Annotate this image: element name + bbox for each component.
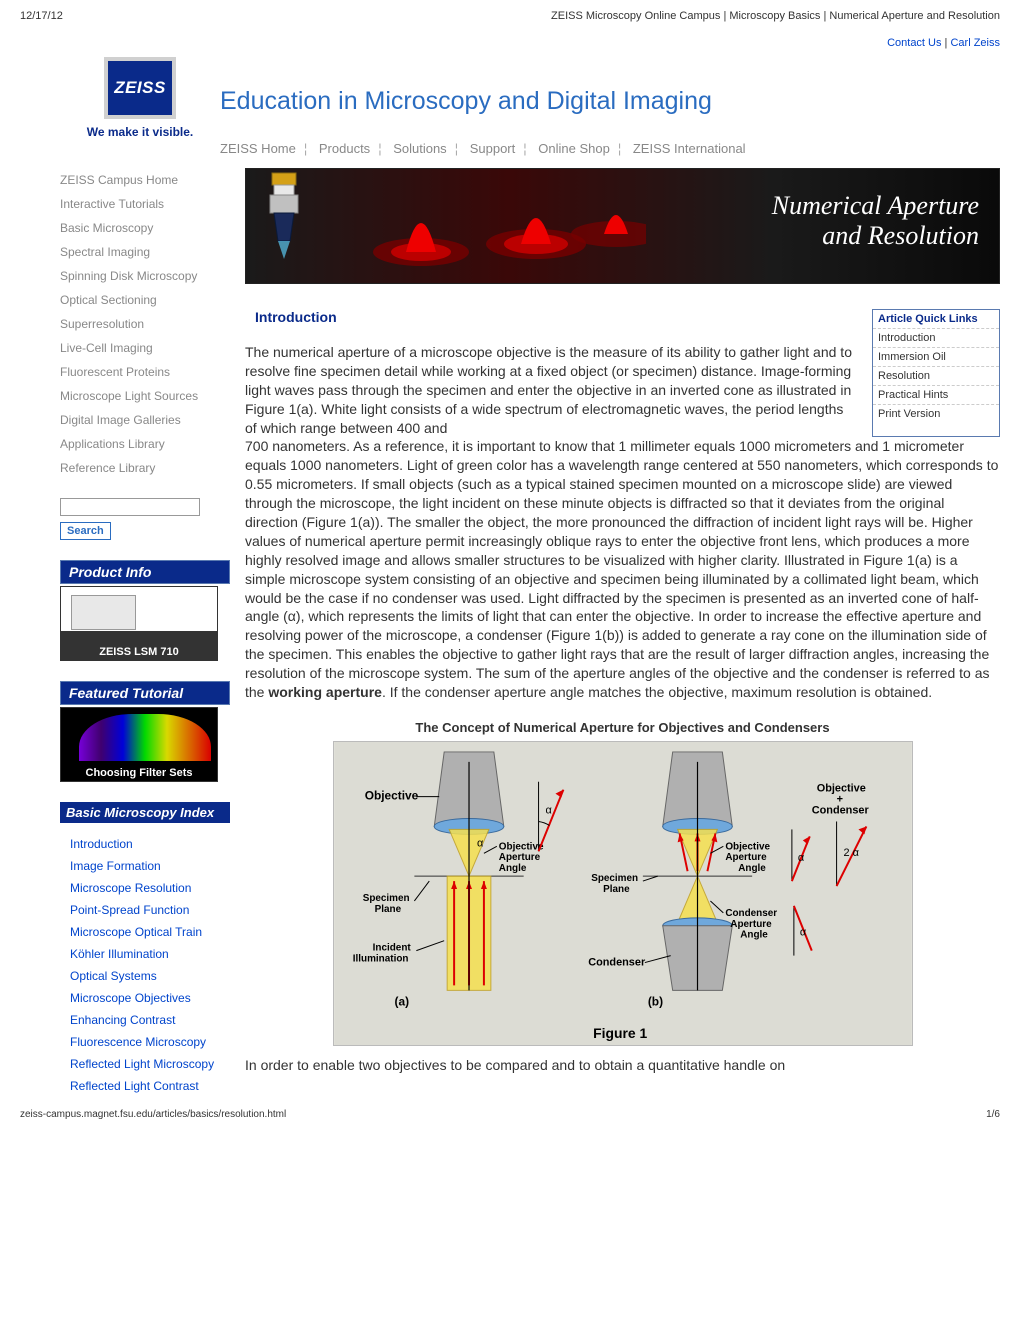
content-area: Numerical Aperture and Resolution Introd… <box>230 168 1000 1097</box>
index-item[interactable]: Reflected Light Contrast <box>70 1075 230 1097</box>
svg-text:α: α <box>799 927 805 939</box>
product-info-image[interactable]: ZEISS LSM 710 <box>60 586 218 661</box>
sidebar-item[interactable]: Optical Sectioning <box>60 288 230 312</box>
index-item[interactable]: Point-Spread Function <box>70 899 230 921</box>
banner-objective-icon <box>264 171 304 261</box>
svg-text:Figure 1: Figure 1 <box>593 1025 647 1041</box>
product-info-header: Product Info <box>60 560 230 584</box>
featured-tutorial-image[interactable]: Choosing Filter Sets <box>60 707 218 782</box>
quick-link[interactable]: Resolution <box>878 370 930 382</box>
sidebar-item[interactable]: Basic Microscopy <box>60 216 230 240</box>
lsm-label: ZEISS LSM 710 <box>61 646 217 658</box>
quick-link[interactable]: Print Version <box>878 408 940 420</box>
article-paragraph: The numerical aperture of a microscope o… <box>245 343 857 437</box>
svg-text:Condenser: Condenser <box>588 956 646 968</box>
quick-links-header: Article Quick Links <box>873 310 999 329</box>
index-item[interactable]: Köhler Illumination <box>70 943 230 965</box>
index-item[interactable]: Microscope Objectives <box>70 987 230 1009</box>
sidebar-item[interactable]: Applications Library <box>60 432 230 456</box>
nav-solutions[interactable]: Solutions <box>393 141 446 156</box>
contact-us-link[interactable]: Contact Us <box>887 37 941 49</box>
sidebar: ZEISS Campus Home Interactive Tutorials … <box>60 168 230 1097</box>
nav-online-shop[interactable]: Online Shop <box>538 141 610 156</box>
main-nav: ZEISS Home¦ Products¦ Solutions¦ Support… <box>220 141 1000 156</box>
sidebar-item[interactable]: Spinning Disk Microscopy <box>60 264 230 288</box>
featured-tutorial-header: Featured Tutorial <box>60 681 230 705</box>
sidebar-item[interactable]: Live-Cell Imaging <box>60 336 230 360</box>
logo-slogan: We make it visible. <box>60 125 220 139</box>
sidebar-item[interactable]: Superresolution <box>60 312 230 336</box>
nav-international[interactable]: ZEISS International <box>633 141 746 156</box>
quick-link[interactable]: Introduction <box>878 332 935 344</box>
sidebar-item[interactable]: ZEISS Campus Home <box>60 168 230 192</box>
figure-title: The Concept of Numerical Aperture for Ob… <box>333 720 913 735</box>
sidebar-item[interactable]: Interactive Tutorials <box>60 192 230 216</box>
quick-link[interactable]: Immersion Oil <box>878 351 946 363</box>
svg-text:α: α <box>545 804 551 816</box>
figure-diagram: Objective α ObjectiveApertureAngle Speci… <box>333 741 913 1046</box>
sidebar-item[interactable]: Microscope Light Sources <box>60 384 230 408</box>
carl-zeiss-link[interactable]: Carl Zeiss <box>950 37 1000 49</box>
nav-products[interactable]: Products <box>319 141 370 156</box>
index-item[interactable]: Optical Systems <box>70 965 230 987</box>
banner-title-1: Numerical Aperture <box>772 191 979 221</box>
sidebar-item[interactable]: Fluorescent Proteins <box>60 360 230 384</box>
svg-text:Objective: Objective <box>364 789 418 803</box>
page-title: Education in Microscopy and Digital Imag… <box>220 87 1000 116</box>
banner-title-2: and Resolution <box>772 221 979 251</box>
nav-support[interactable]: Support <box>470 141 516 156</box>
quick-links-box: Article Quick Links Introduction Immersi… <box>872 309 1000 437</box>
nav-zeiss-home[interactable]: ZEISS Home <box>220 141 296 156</box>
index-item[interactable]: Enhancing Contrast <box>70 1009 230 1031</box>
index-item[interactable]: Image Formation <box>70 855 230 877</box>
footer-url: zeiss-campus.magnet.fsu.edu/articles/bas… <box>20 1109 286 1120</box>
search-button[interactable]: Search <box>60 522 111 540</box>
print-date: 12/17/12 <box>20 10 63 22</box>
search-input[interactable] <box>60 498 200 516</box>
print-title: ZEISS Microscopy Online Campus | Microsc… <box>551 10 1000 22</box>
sidebar-item[interactable]: Reference Library <box>60 456 230 480</box>
filter-label: Choosing Filter Sets <box>61 767 217 779</box>
banner: Numerical Aperture and Resolution <box>245 168 1000 284</box>
logo[interactable]: ZEISS We make it visible. <box>60 57 220 139</box>
index-item[interactable]: Microscope Optical Train <box>70 921 230 943</box>
index-links: Introduction Image Formation Microscope … <box>60 823 230 1097</box>
index-item[interactable]: Reflected Light Microscopy <box>70 1053 230 1075</box>
footer-page: 1/6 <box>986 1109 1000 1120</box>
article-paragraph-2: In order to enable two objectives to be … <box>245 1056 1000 1075</box>
banner-airy-icon <box>366 184 646 279</box>
svg-text:α: α <box>797 852 803 864</box>
svg-text:α: α <box>476 837 482 849</box>
figure-1: The Concept of Numerical Aperture for Ob… <box>333 720 913 1046</box>
svg-text:(a): (a) <box>394 994 409 1008</box>
index-item[interactable]: Fluorescence Microscopy <box>70 1031 230 1053</box>
svg-text:(b): (b) <box>647 994 662 1008</box>
top-links: Contact Us | Carl Zeiss <box>60 27 1000 57</box>
quick-link[interactable]: Practical Hints <box>878 389 948 401</box>
svg-text:2 α: 2 α <box>843 847 858 859</box>
index-item[interactable]: Microscope Resolution <box>70 877 230 899</box>
sidebar-item[interactable]: Spectral Imaging <box>60 240 230 264</box>
article-paragraph-cont: 700 nanometers. As a reference, it is im… <box>245 437 1000 701</box>
index-header: Basic Microscopy Index <box>60 802 230 823</box>
index-item[interactable]: Introduction <box>70 833 230 855</box>
intro-heading: Introduction <box>255 309 857 325</box>
zeiss-logo-icon: ZEISS <box>104 57 176 119</box>
sidebar-item[interactable]: Digital Image Galleries <box>60 408 230 432</box>
